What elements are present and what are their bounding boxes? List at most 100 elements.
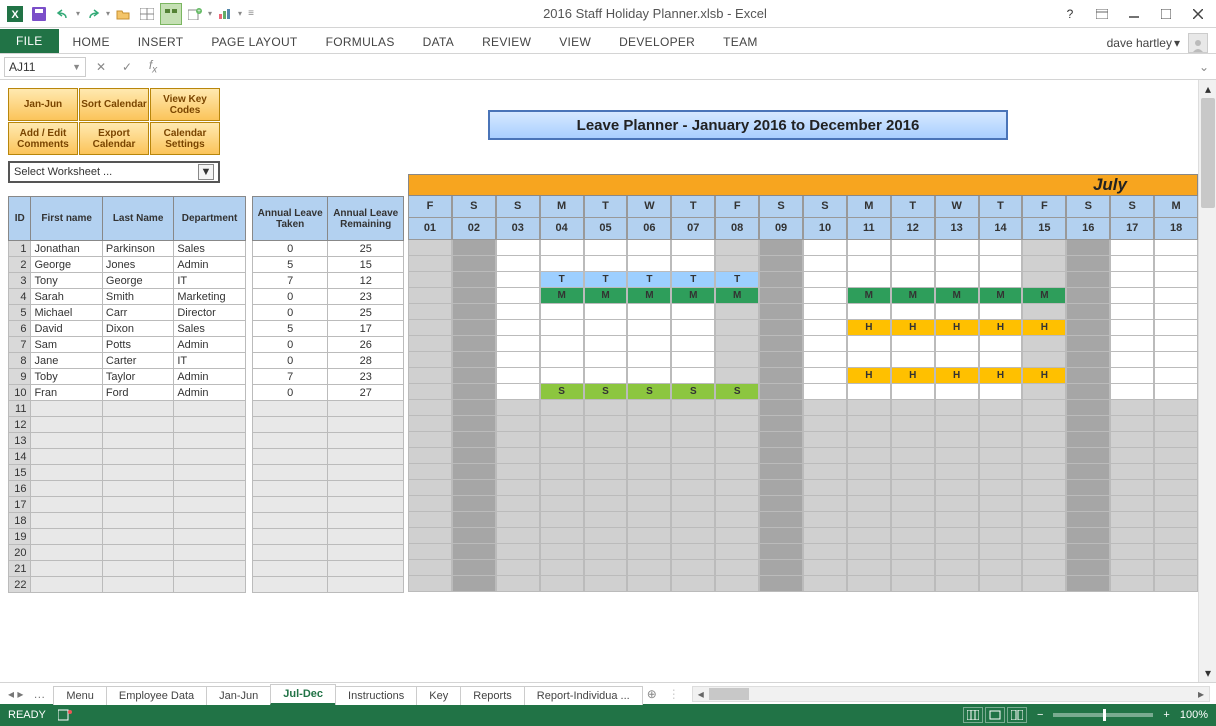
calendar-cell[interactable] <box>803 256 847 272</box>
calendar-cell[interactable] <box>803 448 847 464</box>
calendar-cell[interactable] <box>759 560 803 576</box>
ribbon-display-icon[interactable] <box>1088 3 1116 25</box>
calendar-cell[interactable] <box>1154 528 1198 544</box>
calendar-cell[interactable] <box>1110 304 1154 320</box>
calendar-cell[interactable] <box>935 336 979 352</box>
calendar-cell[interactable] <box>1066 240 1110 256</box>
calendar-cell[interactable] <box>935 384 979 400</box>
calendar-cell[interactable] <box>891 400 935 416</box>
insert-worksheet-icon[interactable]: + <box>184 3 206 25</box>
tab-page-layout[interactable]: PAGE LAYOUT <box>197 31 311 53</box>
tab-insert[interactable]: INSERT <box>124 31 198 53</box>
calendar-cell[interactable]: M <box>671 288 715 304</box>
calendar-cell[interactable] <box>1066 384 1110 400</box>
calendar-cell[interactable] <box>1066 448 1110 464</box>
calendar-cell[interactable] <box>1154 256 1198 272</box>
calendar-cell[interactable]: H <box>847 320 891 336</box>
redo-icon[interactable] <box>82 3 104 25</box>
calendar-cell[interactable] <box>1154 512 1198 528</box>
calendar-cell[interactable] <box>540 480 584 496</box>
name-box[interactable]: AJ11▼ <box>4 57 86 77</box>
calendar-cell[interactable] <box>979 576 1023 592</box>
calendar-cell[interactable] <box>627 560 671 576</box>
calendar-cell[interactable] <box>496 464 540 480</box>
calendar-cell[interactable] <box>671 336 715 352</box>
calendar-cell[interactable] <box>1022 400 1066 416</box>
calendar-cell[interactable] <box>1110 448 1154 464</box>
calendar-cell[interactable] <box>1022 304 1066 320</box>
calendar-cell[interactable] <box>1110 336 1154 352</box>
calendar-cell[interactable]: S <box>584 384 628 400</box>
calendar-cell[interactable] <box>584 432 628 448</box>
calendar-cell[interactable] <box>408 448 452 464</box>
calendar-cell[interactable] <box>540 560 584 576</box>
save-icon[interactable] <box>28 3 50 25</box>
staff-row[interactable]: 9TobyTaylorAdmin723 <box>9 369 404 385</box>
calendar-cell[interactable] <box>540 432 584 448</box>
calendar-cell[interactable] <box>803 368 847 384</box>
calendar-cell[interactable] <box>891 480 935 496</box>
calendar-cell[interactable] <box>540 512 584 528</box>
calendar-cell[interactable] <box>1154 480 1198 496</box>
calendar-cell[interactable] <box>847 256 891 272</box>
calendar-cell[interactable] <box>1022 352 1066 368</box>
calendar-cell[interactable] <box>715 400 759 416</box>
calendar-cell[interactable] <box>452 464 496 480</box>
calendar-cell[interactable] <box>408 496 452 512</box>
calendar-cell[interactable] <box>452 384 496 400</box>
calendar-cell[interactable] <box>847 496 891 512</box>
calendar-cell[interactable] <box>1110 480 1154 496</box>
calendar-cell[interactable] <box>715 512 759 528</box>
calendar-cell[interactable] <box>584 240 628 256</box>
jan-jun-button[interactable]: Jan-Jun <box>8 88 78 121</box>
calendar-cell[interactable]: H <box>891 320 935 336</box>
calendar-cell[interactable] <box>1110 240 1154 256</box>
calendar-cell[interactable] <box>847 336 891 352</box>
formula-input[interactable] <box>168 57 1192 77</box>
staff-row[interactable]: 2GeorgeJonesAdmin515 <box>9 257 404 273</box>
calendar-cell[interactable] <box>759 256 803 272</box>
empty-row[interactable]: 16 <box>9 481 404 497</box>
calendar-cell[interactable] <box>671 576 715 592</box>
calendar-cell[interactable] <box>408 272 452 288</box>
calendar-cell[interactable] <box>408 576 452 592</box>
calendar-cell[interactable] <box>408 480 452 496</box>
calendar-cell[interactable] <box>1110 400 1154 416</box>
calendar-cell[interactable] <box>803 544 847 560</box>
calendar-cell[interactable] <box>584 544 628 560</box>
calendar-cell[interactable] <box>540 352 584 368</box>
calendar-cell[interactable] <box>979 544 1023 560</box>
calendar-cell[interactable] <box>935 464 979 480</box>
user-avatar-icon[interactable] <box>1188 33 1208 53</box>
calendar-cell[interactable] <box>1022 432 1066 448</box>
calendar-cell[interactable] <box>1022 272 1066 288</box>
calendar-cell[interactable] <box>1110 272 1154 288</box>
calendar-cell[interactable] <box>1154 432 1198 448</box>
calendar-cell[interactable] <box>1066 304 1110 320</box>
scroll-right-icon[interactable]: ▸ <box>1193 687 1209 701</box>
calendar-cell[interactable] <box>496 448 540 464</box>
empty-row[interactable]: 15 <box>9 465 404 481</box>
zoom-in-icon[interactable]: + <box>1163 709 1169 721</box>
new-sheet-icon[interactable]: ⊕ <box>642 687 662 701</box>
sheet-tab[interactable]: Report-Individua ... <box>524 686 643 705</box>
calendar-cell[interactable] <box>584 496 628 512</box>
calendar-cell[interactable] <box>452 288 496 304</box>
zoom-out-icon[interactable]: − <box>1037 709 1043 721</box>
calendar-cell[interactable]: T <box>671 272 715 288</box>
tab-nav[interactable]: ◂ ▸ … <box>0 687 53 701</box>
calendar-cell[interactable] <box>408 336 452 352</box>
calendar-cell[interactable] <box>1066 400 1110 416</box>
calendar-cell[interactable] <box>803 464 847 480</box>
calendar-cell[interactable] <box>408 528 452 544</box>
calendar-cell[interactable] <box>408 352 452 368</box>
calendar-cell[interactable] <box>1066 544 1110 560</box>
calendar-cell[interactable] <box>891 448 935 464</box>
calendar-cell[interactable] <box>715 528 759 544</box>
empty-row[interactable]: 11 <box>9 401 404 417</box>
calendar-cell[interactable] <box>584 448 628 464</box>
calendar-cell[interactable] <box>1110 512 1154 528</box>
calendar-cell[interactable] <box>979 304 1023 320</box>
calendar-cell[interactable] <box>935 496 979 512</box>
calendar-cell[interactable] <box>671 240 715 256</box>
